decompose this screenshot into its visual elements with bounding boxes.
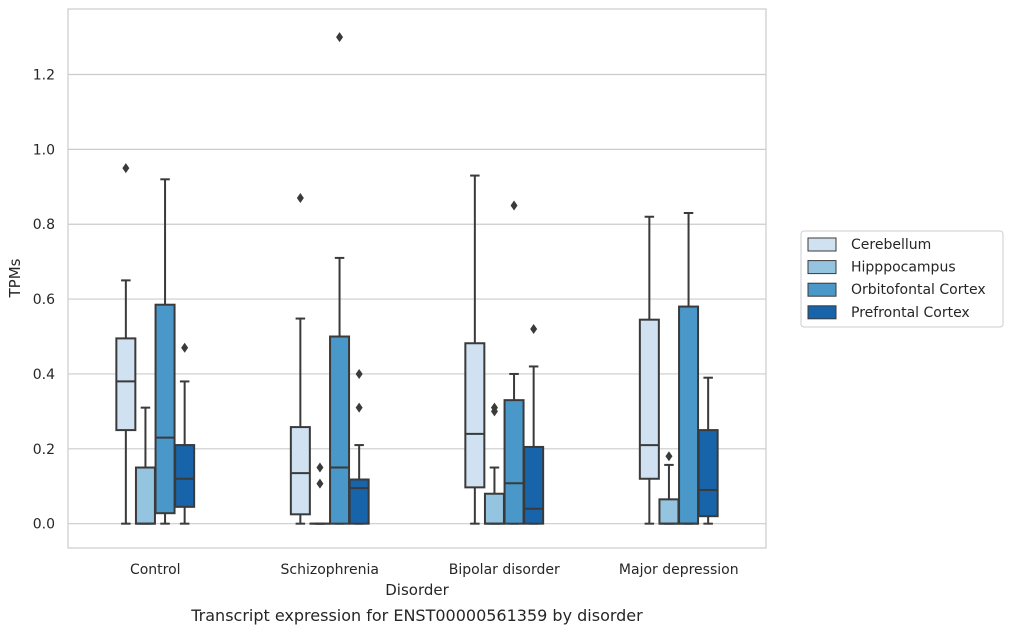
outlier-point: [316, 478, 324, 489]
box-body: [697, 429, 719, 518]
box-4-1: [174, 342, 196, 525]
box-body: [134, 466, 156, 525]
box-body: [329, 335, 351, 525]
outlier-point: [296, 193, 304, 204]
legend-swatch: [807, 282, 837, 297]
legend-swatch: [807, 260, 837, 275]
figure-caption: Transcript expression for ENST0000056135…: [191, 606, 643, 625]
box-2-3: [483, 402, 505, 525]
y-axis-ticks: 0.0 0.2 0.4 0.6 0.8 1.0 1.2: [33, 68, 55, 533]
y-axis-title: TPMs: [6, 258, 24, 298]
y-tick-label: 0.6: [33, 292, 55, 308]
box-1-4: [638, 215, 660, 525]
box-body: [464, 342, 486, 489]
y-tick-label: 1.0: [33, 142, 55, 158]
legend-label: Hipppocampus: [851, 260, 956, 276]
outlier-point: [355, 402, 363, 413]
box-1-3: [464, 174, 486, 525]
box-body: [678, 305, 700, 525]
outlier-point: [510, 200, 518, 211]
box-3-4: [678, 211, 700, 525]
legend-frame: [800, 230, 1004, 328]
legend-swatch: [807, 237, 837, 252]
box-4-2: [348, 368, 370, 525]
box-2-4: [658, 451, 680, 525]
box-2-1: [134, 406, 156, 525]
box-4-4: [697, 376, 719, 525]
y-tick-label: 0.4: [33, 367, 55, 383]
box-body: [154, 303, 176, 515]
box-series: [115, 32, 719, 525]
outlier-point: [122, 163, 130, 174]
box-body: [503, 399, 525, 525]
y-tick-label: 0.2: [33, 442, 55, 458]
box-body: [658, 498, 680, 525]
box-body: [638, 318, 660, 480]
box-body: [348, 478, 370, 525]
box-body: [523, 445, 545, 525]
y-tick-label: 0.0: [33, 517, 55, 533]
box-4-3: [523, 324, 545, 525]
x-tick-label: Schizophrenia: [281, 562, 379, 578]
outlier-point: [336, 32, 344, 43]
legend-label: Prefrontal Cortex: [851, 305, 970, 321]
outlier-point: [530, 324, 538, 335]
x-tick-label: Control: [130, 562, 181, 578]
outlier-point: [181, 342, 189, 353]
box-1-2: [289, 193, 311, 525]
x-tick-label: Major depression: [619, 562, 739, 578]
box-3-2: [329, 32, 351, 525]
box-3-1: [154, 178, 176, 525]
legend-label: Cerebellum: [851, 237, 931, 253]
y-tick-label: 0.8: [33, 217, 55, 233]
box-body: [483, 492, 505, 525]
outlier-point: [665, 451, 673, 462]
x-tick-label: Bipolar disorder: [449, 562, 560, 578]
box-body: [115, 337, 137, 432]
outlier-point: [316, 462, 324, 473]
legend: Cerebellum Hipppocampus Orbitofontal Corte…: [800, 230, 1004, 328]
y-tick-label: 1.2: [33, 68, 55, 84]
box-2-2: [309, 462, 331, 525]
box-body: [289, 426, 311, 516]
box-3-3: [503, 200, 525, 525]
x-axis-ticks: Control Schizophrenia Bipolar disorder Majo…: [130, 562, 739, 578]
x-axis-title: Disorder: [385, 581, 449, 599]
outlier-point: [490, 402, 498, 413]
box-1-1: [115, 163, 137, 525]
legend-label: Orbitofontal Cortex: [851, 282, 986, 298]
legend-swatch: [807, 305, 837, 320]
box-body: [174, 444, 196, 508]
outlier-point: [355, 368, 363, 379]
